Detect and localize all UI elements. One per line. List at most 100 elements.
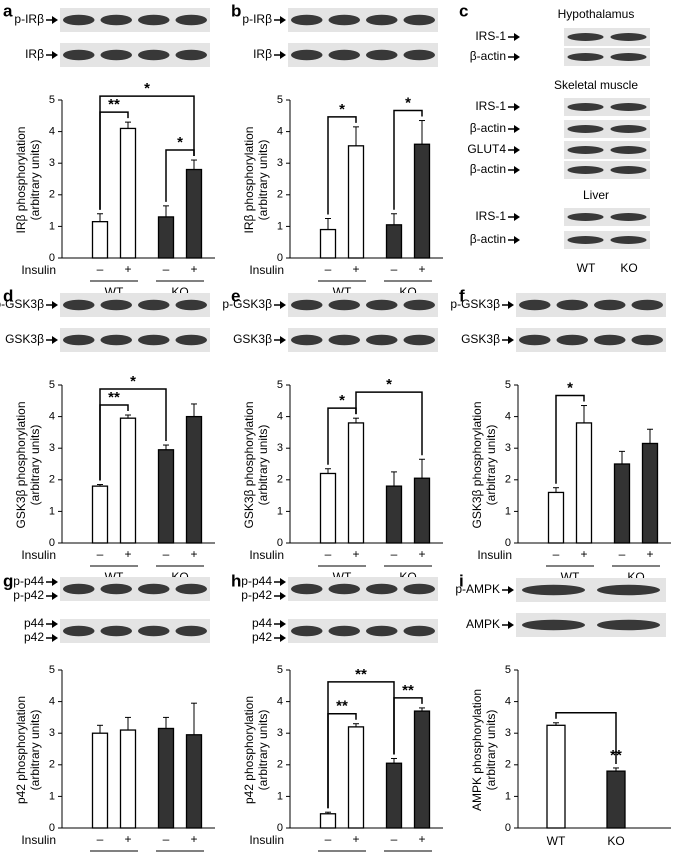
section-title: Liver xyxy=(583,188,609,202)
blot xyxy=(564,120,650,138)
blot-band xyxy=(63,299,95,311)
y-axis-label: (arbitrary units) xyxy=(484,425,498,506)
y-tick-label: 4 xyxy=(49,411,55,423)
blot-band xyxy=(403,49,435,61)
panel-letter: d xyxy=(3,286,13,305)
bar xyxy=(413,477,431,544)
blot-band xyxy=(597,584,660,596)
section-title: Skeletal muscle xyxy=(554,78,638,92)
significance-label: * xyxy=(130,373,136,390)
blot-band xyxy=(63,49,95,61)
blot-band xyxy=(567,166,604,174)
bar xyxy=(413,143,431,259)
blot-label: p-p44 xyxy=(241,574,272,588)
blot-band xyxy=(567,33,604,41)
panel-letter: f xyxy=(459,286,465,305)
blot-band xyxy=(522,619,585,631)
blot-band xyxy=(138,583,170,595)
bar xyxy=(157,216,175,259)
y-tick-label: 3 xyxy=(49,442,55,454)
y-tick-label: 0 xyxy=(277,252,283,264)
blot-band xyxy=(403,625,435,637)
blot-label: GSK3β xyxy=(233,332,272,346)
y-tick-label: 4 xyxy=(49,696,55,708)
blot-label: β-actin xyxy=(470,162,506,176)
y-axis-label: p42 phosphorylation xyxy=(14,696,28,804)
label-arrow-head xyxy=(514,103,520,111)
blot-band xyxy=(366,49,398,61)
blot-band xyxy=(403,583,435,595)
y-tick-label: 5 xyxy=(277,379,283,391)
y-tick-label: 1 xyxy=(505,505,511,517)
y-tick-label: 1 xyxy=(277,790,283,802)
label-arrow-head xyxy=(280,301,286,309)
blot-label: p-GSK3β xyxy=(450,297,500,311)
insulin-label: Insulin xyxy=(249,548,284,562)
y-axis-label: GSK3β phosphorylation xyxy=(14,402,28,529)
x-tick-label: + xyxy=(124,832,131,846)
label-arrow-head xyxy=(514,146,520,154)
label-arrow-head xyxy=(52,336,58,344)
bar xyxy=(347,145,365,259)
blot-band xyxy=(597,619,660,631)
bar xyxy=(385,485,403,544)
bar xyxy=(319,472,337,544)
blot-band xyxy=(366,334,398,346)
blot-label: β-actin xyxy=(470,49,506,63)
blot-band xyxy=(138,299,170,311)
x-tick-label: + xyxy=(190,832,197,846)
blot-band xyxy=(100,334,132,346)
x-tick-label: – xyxy=(163,832,170,846)
blot-band xyxy=(175,334,207,346)
label-arrow-head xyxy=(52,51,58,59)
blot-band xyxy=(328,49,360,61)
y-tick-label: 4 xyxy=(505,411,511,423)
blot xyxy=(564,28,650,46)
label-arrow-head xyxy=(514,53,520,61)
significance-label: * xyxy=(177,134,183,151)
blot xyxy=(564,208,650,226)
significance-bracket xyxy=(555,712,617,764)
panel-letter: i xyxy=(459,571,464,590)
bar xyxy=(347,726,365,829)
label-arrow-head xyxy=(508,301,514,309)
blot-label: p-AMPK xyxy=(455,582,500,596)
group-label: KO xyxy=(607,834,624,848)
bar xyxy=(319,228,337,259)
blot-band xyxy=(175,625,207,637)
blot-band xyxy=(291,49,323,61)
label-arrow-head xyxy=(508,336,514,344)
label-arrow-head xyxy=(514,236,520,244)
y-tick-label: 3 xyxy=(277,442,283,454)
blot-band xyxy=(63,583,95,595)
blot xyxy=(564,141,650,159)
insulin-label: Insulin xyxy=(249,263,284,277)
blot-band xyxy=(594,334,626,346)
label-arrow-head xyxy=(52,16,58,24)
label-arrow-head xyxy=(514,33,520,41)
y-tick-label: 0 xyxy=(505,537,511,549)
y-tick-label: 5 xyxy=(505,379,511,391)
blot-label: GSK3β xyxy=(461,332,500,346)
bar xyxy=(119,417,137,544)
y-tick-label: 0 xyxy=(49,252,55,264)
blot-band xyxy=(291,583,323,595)
x-tick-label: + xyxy=(352,547,359,561)
blot-label: p44 xyxy=(252,616,272,630)
y-tick-label: 4 xyxy=(277,696,283,708)
significance-label: * xyxy=(339,392,345,409)
bar xyxy=(185,168,203,259)
blot-label: p-p42 xyxy=(13,588,44,602)
x-tick-label: – xyxy=(97,832,104,846)
bar xyxy=(319,813,337,829)
blot-band xyxy=(631,299,663,311)
label-arrow-head xyxy=(508,586,514,594)
blot-label: p44 xyxy=(24,616,44,630)
y-tick-label: 5 xyxy=(49,94,55,106)
blot-band xyxy=(328,334,360,346)
blot-band xyxy=(328,625,360,637)
blot-label: p42 xyxy=(252,630,272,644)
significance-bracket xyxy=(327,681,395,809)
